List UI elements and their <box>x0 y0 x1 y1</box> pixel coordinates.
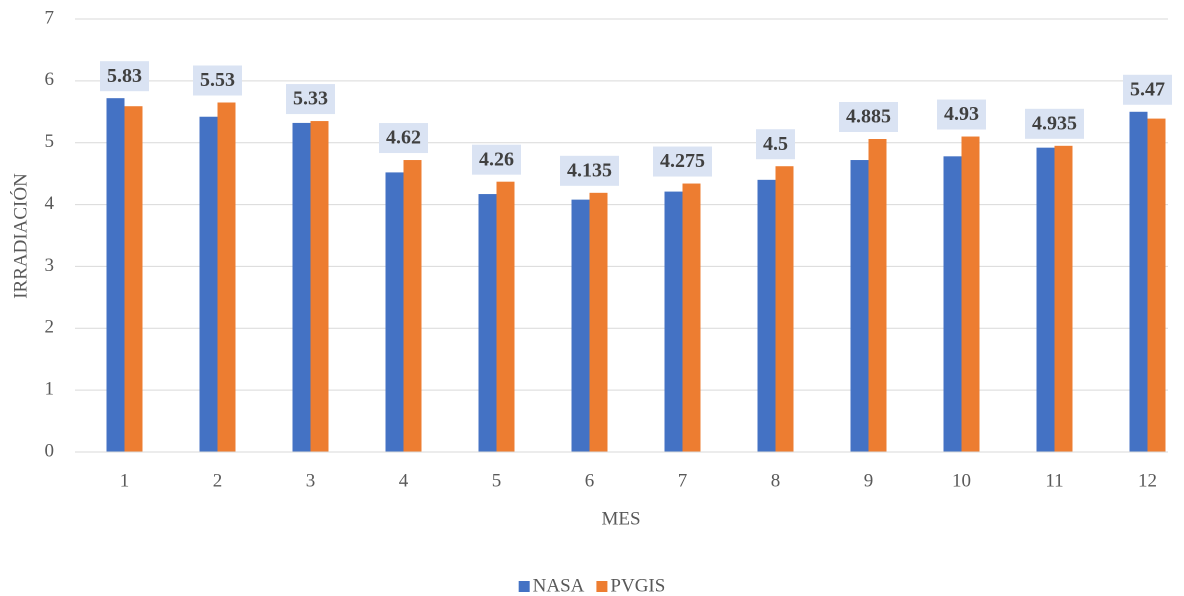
bar <box>199 116 218 452</box>
bar <box>589 192 608 452</box>
bar <box>124 106 143 453</box>
legend-swatch <box>596 581 608 592</box>
annotation: 5.83 <box>100 61 149 92</box>
y-tick-label: 1 <box>45 379 55 400</box>
bar <box>1036 147 1055 453</box>
annotation-label: 4.135 <box>567 159 612 181</box>
annotation: 5.33 <box>286 84 335 115</box>
annotation: 4.62 <box>379 123 428 154</box>
annotation: 5.53 <box>193 65 242 96</box>
annotation-box <box>653 146 712 177</box>
bar <box>478 194 497 452</box>
bar <box>106 98 125 453</box>
x-axis-title: MES <box>601 508 640 529</box>
x-tick-label: 11 <box>1045 470 1063 491</box>
y-tick-label: 4 <box>45 193 55 214</box>
bar <box>868 139 887 452</box>
x-tick-label: 9 <box>864 470 874 491</box>
annotation-label: 5.83 <box>107 65 142 87</box>
bar <box>943 156 962 452</box>
bar <box>403 160 422 452</box>
y-tick-label: 2 <box>45 317 55 338</box>
bar <box>385 172 404 453</box>
annotation-label: 4.275 <box>660 150 705 172</box>
x-tick-label: 5 <box>492 470 502 491</box>
annotation-label: 4.26 <box>479 148 514 170</box>
y-tick-label: 0 <box>45 440 55 461</box>
y-axis-title: IRRADIACIÓN <box>9 173 31 299</box>
y-tick-label: 6 <box>45 69 55 90</box>
annotation: 4.93 <box>937 99 986 130</box>
annotation: 5.47 <box>1123 74 1172 105</box>
bar <box>850 160 869 452</box>
annotation-box <box>1025 108 1084 139</box>
annotation: 4.935 <box>1025 108 1084 139</box>
x-tick-label: 1 <box>120 470 130 491</box>
bar <box>571 199 590 452</box>
annotation-box <box>839 102 898 133</box>
annotation-label: 5.47 <box>1130 78 1165 100</box>
legend-label: PVGIS <box>610 575 665 596</box>
y-tick-label: 5 <box>45 131 55 152</box>
annotation-label: 4.885 <box>846 106 891 128</box>
x-tick-label: 2 <box>213 470 223 491</box>
annotation-label: 4.62 <box>386 127 421 149</box>
annotation-label: 5.33 <box>293 88 328 110</box>
x-tick-label: 3 <box>306 470 316 491</box>
annotation: 4.135 <box>560 155 619 186</box>
x-tick-label: 10 <box>952 470 971 491</box>
x-tick-label: 6 <box>585 470 595 491</box>
annotation-box <box>286 84 335 115</box>
annotation: 4.5 <box>756 129 795 160</box>
bar <box>1054 145 1073 453</box>
annotation-label: 4.5 <box>763 133 788 155</box>
annotation-label: 4.93 <box>944 103 979 125</box>
bar <box>292 122 311 453</box>
legend-swatch <box>518 581 530 592</box>
x-tick-label: 4 <box>399 470 409 491</box>
bar <box>217 102 236 452</box>
legend-label: NASA <box>533 575 585 596</box>
annotation-box <box>379 123 428 154</box>
annotation-box <box>560 155 619 186</box>
bar <box>961 136 980 452</box>
bar <box>1147 118 1166 452</box>
x-tick-label: 12 <box>1138 470 1157 491</box>
bar <box>682 183 701 453</box>
annotation-box <box>193 65 242 96</box>
x-tick-label: 8 <box>771 470 781 491</box>
y-tick-label: 3 <box>45 255 55 276</box>
annotation: 4.26 <box>472 144 521 175</box>
bar <box>310 121 329 453</box>
annotation-box <box>472 144 521 175</box>
annotation-label: 4.935 <box>1032 112 1077 134</box>
y-tick-label: 7 <box>45 7 55 28</box>
bar <box>757 179 776 453</box>
bar <box>496 181 515 453</box>
bar <box>775 166 794 452</box>
x-tick-label: 7 <box>678 470 688 491</box>
annotation-box <box>100 61 149 92</box>
annotation-label: 5.53 <box>200 69 235 91</box>
annotation: 4.885 <box>839 102 898 133</box>
annotation: 4.275 <box>653 146 712 177</box>
annotation-box <box>1123 74 1172 105</box>
annotation-box <box>756 129 795 160</box>
bar <box>664 191 683 452</box>
annotation-box <box>937 99 986 130</box>
bar <box>1129 111 1148 453</box>
